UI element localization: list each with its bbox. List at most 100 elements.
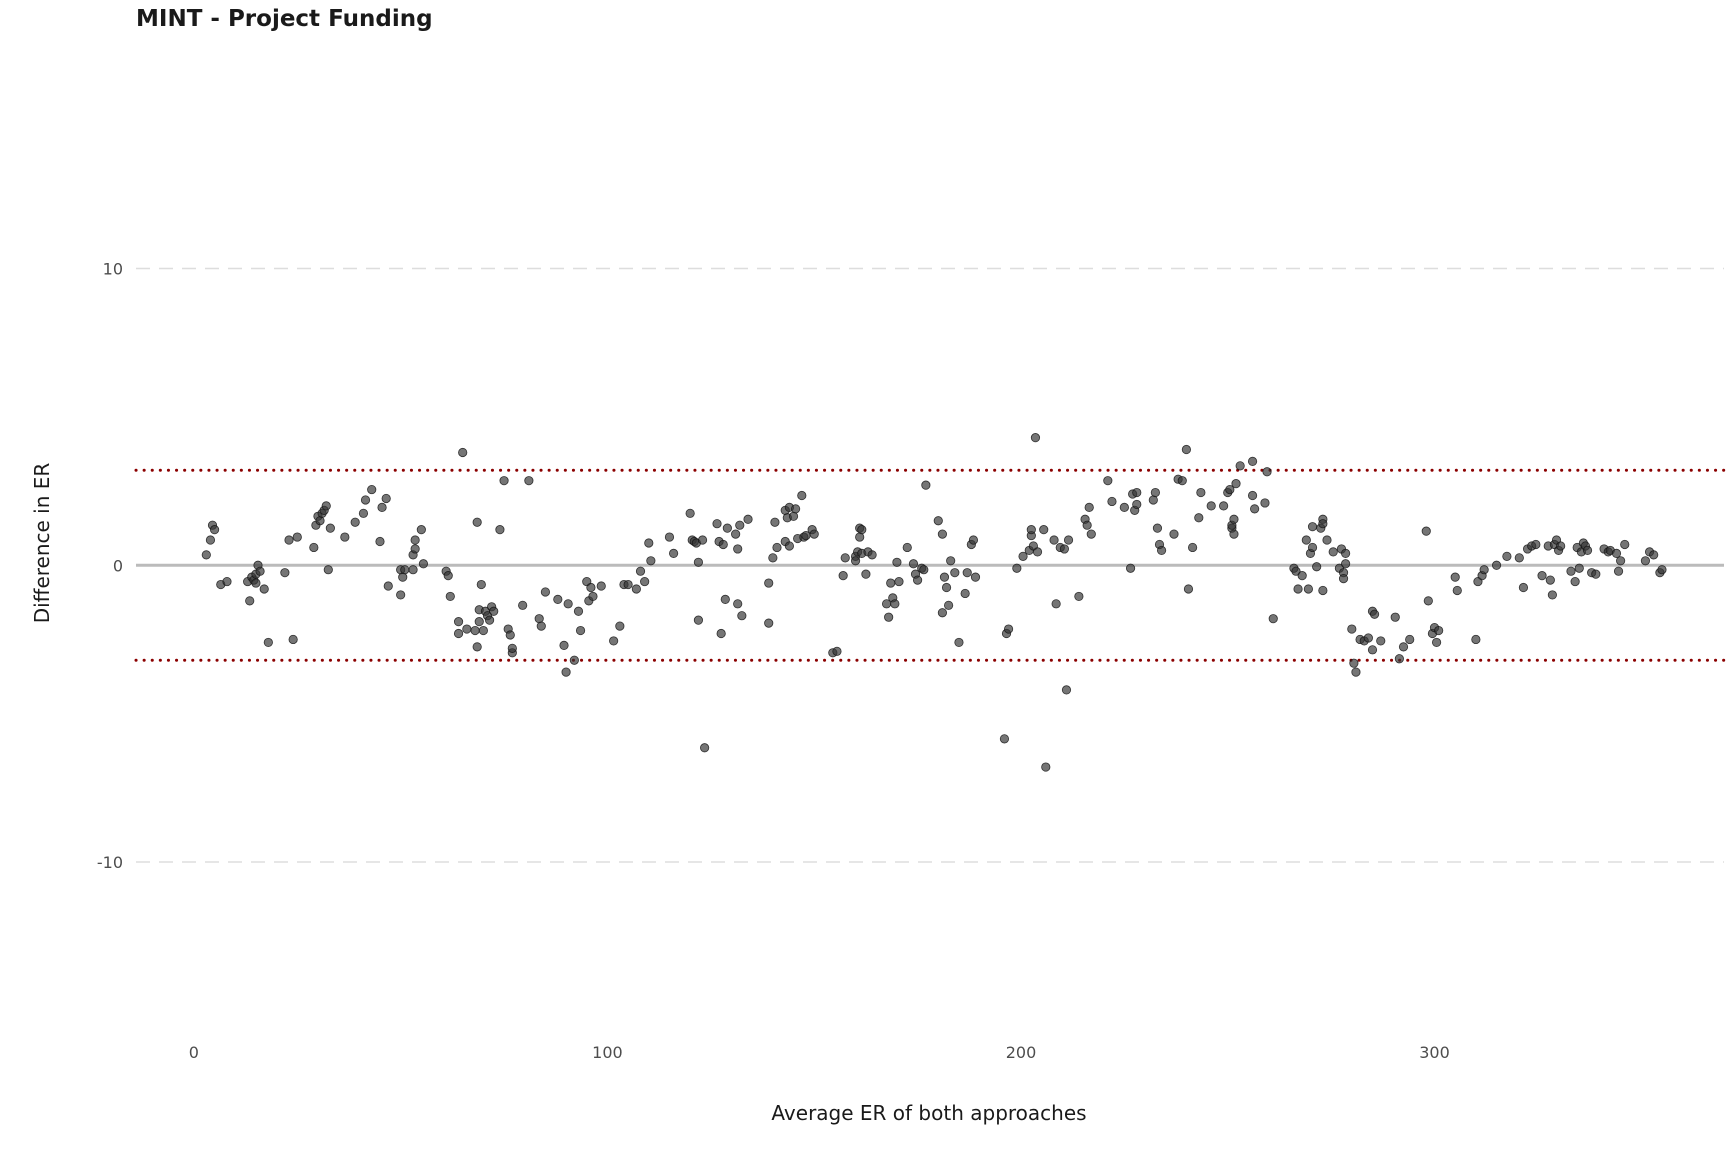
data-point [722,523,732,533]
data-point [245,596,255,606]
data-point [1318,585,1328,596]
data-point [644,538,654,548]
data-point [1082,520,1092,530]
data-point [962,568,972,578]
data-point [1431,637,1442,648]
data-point [1502,551,1512,561]
data-point [1132,499,1142,510]
data-point [892,557,902,567]
data-point [1322,535,1332,545]
scatter-points [201,433,1667,772]
data-point [1219,501,1229,511]
data-point [743,514,753,524]
data-point [489,606,499,616]
data-point [561,667,571,677]
data-point [772,542,782,553]
data-point [462,624,472,634]
data-point [588,591,598,602]
data-point [1640,556,1651,566]
data-point [1613,566,1624,576]
data-point [946,556,956,566]
data-point [770,517,780,527]
data-point [1260,498,1270,508]
data-point [950,568,960,578]
data-point [1063,535,1074,545]
data-point [1369,609,1380,619]
data-point [396,590,406,600]
data-point [524,476,534,486]
data-point [700,743,710,753]
data-point [718,539,728,550]
data-point [340,532,350,542]
data-point [416,525,426,535]
data-point [939,572,950,582]
data-point [1041,762,1051,772]
data-point [1206,501,1216,511]
data-point [358,508,369,518]
data-point [1649,550,1659,560]
data-point [495,525,505,535]
data-point [1582,545,1593,556]
data-point [1616,556,1626,566]
data-point [470,625,480,636]
data-point [1450,572,1460,582]
data-point [1074,591,1084,602]
data-point [476,579,486,590]
data-point [631,584,641,594]
data-point [867,550,877,560]
data-point [323,565,333,575]
data-point [518,600,528,610]
data-point [1181,444,1191,455]
data-point [383,581,393,591]
data-point [400,565,410,575]
data-point [1003,624,1014,634]
data-point [784,541,794,551]
data-point [1421,526,1431,536]
data-point [1039,525,1049,535]
data-point [646,556,656,566]
data-point [1570,576,1580,587]
data-point [367,484,377,495]
data-point [410,544,420,554]
data-point [573,606,584,616]
data-point [453,628,464,639]
gridlines [136,267,1724,863]
y-tick-label: -10 [97,853,123,872]
data-point [1183,584,1194,594]
data-point [536,621,546,631]
data-point [716,628,726,639]
data-point [735,520,745,530]
data-point [259,584,269,594]
data-point [559,640,569,650]
data-point [1293,584,1303,594]
data-point [1363,633,1373,643]
data-point [1084,502,1094,512]
x-tick-label: 0 [189,1043,199,1062]
data-point [937,608,948,618]
data-point [1196,487,1206,498]
chart-title: MINT - Project Funding [136,6,433,32]
data-point [731,529,741,539]
data-point [999,734,1010,744]
data-point [1545,575,1555,585]
data-point [635,566,646,576]
data-point [575,625,586,636]
data-point [797,490,807,501]
data-point [1591,569,1601,579]
data-point [615,621,625,631]
data-point [377,502,387,512]
data-point [1318,519,1328,529]
data-point [1051,599,1061,609]
data-point [563,599,573,609]
data-point [1229,529,1239,539]
data-point [1247,490,1258,501]
data-point [1376,636,1386,646]
data-point [944,600,954,610]
data-point [1012,563,1022,573]
data-point [1268,614,1278,624]
data-point [408,565,418,575]
data-point [553,594,563,604]
data-point [1531,539,1541,550]
data-point [840,553,850,563]
data-point [809,529,819,539]
